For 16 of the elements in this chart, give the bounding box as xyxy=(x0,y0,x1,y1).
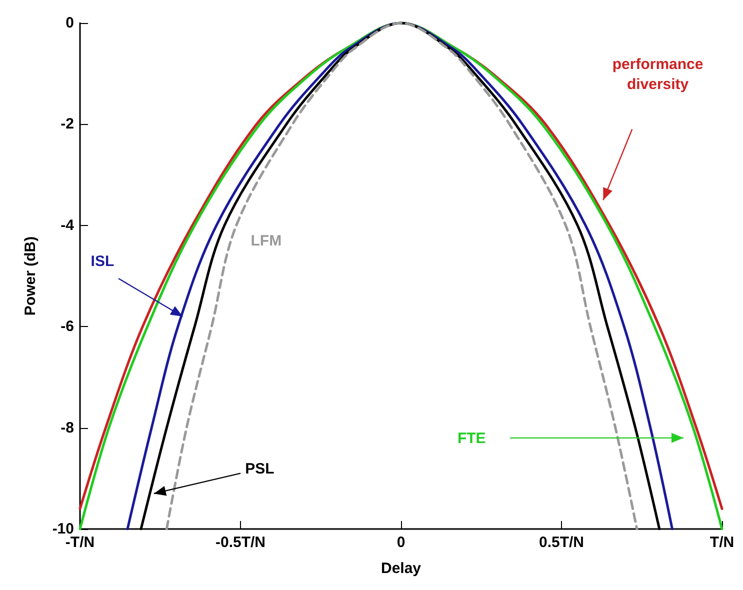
y-tick-label: -2 xyxy=(60,116,74,133)
y-tick-label: -6 xyxy=(60,318,74,336)
y-tick-label: -8 xyxy=(60,419,74,436)
text: PSL xyxy=(245,460,274,478)
x-axis-title: Delay xyxy=(380,560,422,577)
y-axis-title: Power (dB) xyxy=(22,236,39,316)
text: performance diversity xyxy=(612,56,704,93)
x-tick-label: T/N xyxy=(710,534,734,551)
y-tick-label: 0 xyxy=(66,14,74,32)
x-tick-label: 0.5T/N xyxy=(538,534,584,551)
text: FTE xyxy=(457,430,486,447)
text: ISL xyxy=(90,252,114,270)
x-tick-label: 0 xyxy=(396,534,406,551)
x-tick-label: -0.5T/N xyxy=(215,534,266,551)
series-label: LFM xyxy=(250,232,282,250)
y-tick-label: -4 xyxy=(60,216,75,234)
